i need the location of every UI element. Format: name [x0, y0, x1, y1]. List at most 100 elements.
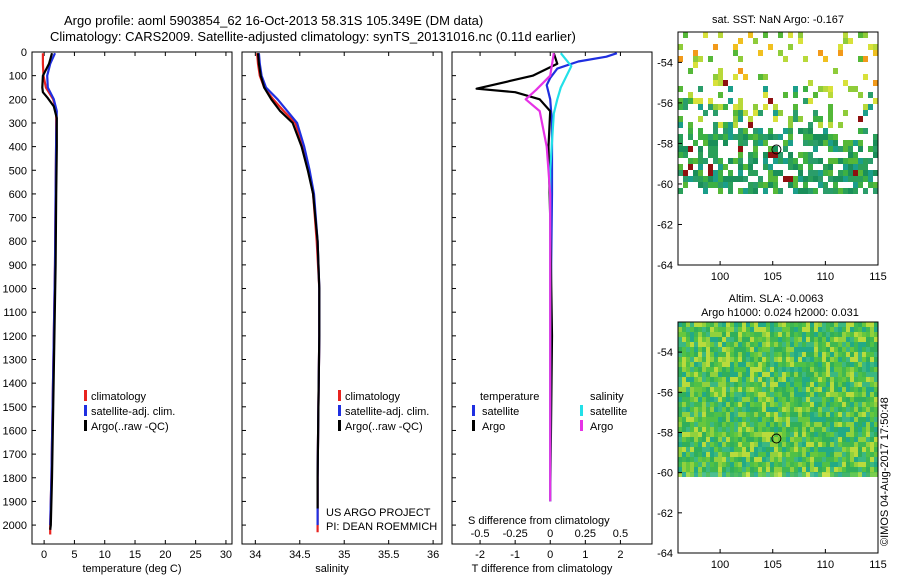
map-cell	[806, 447, 810, 452]
map-cell	[774, 347, 778, 352]
map-cell	[850, 417, 854, 422]
map-cell	[813, 158, 818, 164]
map-cell	[714, 327, 718, 332]
map-cell	[678, 44, 683, 50]
map-cell	[746, 352, 750, 357]
map-cell	[682, 337, 686, 342]
map-cell	[848, 176, 853, 182]
map-cell	[790, 387, 794, 392]
map-cell	[842, 467, 846, 472]
map-cell	[750, 462, 754, 467]
map-cell	[806, 422, 810, 427]
y-tick-label: 2000	[3, 520, 27, 532]
map-cell	[723, 122, 728, 128]
map-cell	[810, 347, 814, 352]
map-cell	[678, 467, 682, 472]
map-cell	[828, 140, 833, 146]
y-tick-label: -62	[657, 219, 673, 231]
map-cell	[770, 367, 774, 372]
map-cell	[773, 116, 778, 122]
map-cell	[782, 457, 786, 462]
map-cell	[786, 357, 790, 362]
map-cell	[738, 472, 742, 477]
map-cell	[813, 176, 818, 182]
map-cell	[814, 372, 818, 377]
map-cell	[746, 432, 750, 437]
map-cell	[762, 352, 766, 357]
map-cell	[870, 332, 874, 337]
map-cell	[858, 472, 862, 477]
map-cell	[822, 337, 826, 342]
map-cell	[870, 377, 874, 382]
map-cell	[730, 442, 734, 447]
map-cell	[788, 164, 793, 170]
map-cell	[830, 437, 834, 442]
map-cell	[713, 110, 718, 116]
map-cell	[793, 116, 798, 122]
map-cell	[754, 327, 758, 332]
map-cell	[854, 337, 858, 342]
map-cell	[822, 362, 826, 367]
map-cell	[742, 382, 746, 387]
map-cell	[798, 38, 803, 44]
watermark: ©IMOS 04-Aug-2017 17:50:48	[879, 397, 891, 546]
map-cell	[802, 387, 806, 392]
y-tick-label: 800	[9, 236, 27, 248]
map-cell	[810, 392, 814, 397]
map-cell	[838, 402, 842, 407]
map-cell	[698, 327, 702, 332]
map-cell	[678, 134, 683, 140]
map-cell	[688, 164, 693, 170]
map-cell	[766, 362, 770, 367]
map-cell	[733, 44, 738, 50]
map-cell	[782, 362, 786, 367]
map-cell	[758, 462, 762, 467]
map-cell	[833, 182, 838, 188]
map-cell	[858, 432, 862, 437]
map-cell	[822, 432, 826, 437]
map-cell	[834, 417, 838, 422]
map-cell	[723, 80, 728, 86]
map-cells	[678, 32, 878, 194]
map-cell	[774, 462, 778, 467]
map-cell	[763, 32, 768, 38]
map-cell	[803, 188, 808, 194]
map-cell	[678, 337, 682, 342]
map-cell	[683, 176, 688, 182]
map-cell	[846, 422, 850, 427]
map-cell	[838, 397, 842, 402]
map-cell	[718, 382, 722, 387]
map-cell	[746, 427, 750, 432]
map-cell	[742, 377, 746, 382]
map-cell	[830, 467, 834, 472]
map-cell	[848, 158, 853, 164]
map-cell	[754, 412, 758, 417]
map-cell	[730, 382, 734, 387]
map-cell	[734, 432, 738, 437]
map-cell	[818, 322, 822, 327]
map-cell	[690, 437, 694, 442]
map-cell	[698, 152, 703, 158]
map-cell	[774, 382, 778, 387]
map-cell	[714, 367, 718, 372]
map-cell	[774, 367, 778, 372]
map-cell	[762, 457, 766, 462]
map-cell	[846, 457, 850, 462]
map-cell	[866, 377, 870, 382]
map-cell	[734, 452, 738, 457]
map-cell	[706, 362, 710, 367]
map-cell	[762, 432, 766, 437]
map-cell	[802, 337, 806, 342]
map-cell	[758, 437, 762, 442]
map-cell	[734, 462, 738, 467]
map-cell	[698, 377, 702, 382]
map-cell	[798, 472, 802, 477]
map-cell	[818, 377, 822, 382]
map-cell	[766, 322, 770, 327]
map-cell	[718, 164, 723, 170]
map-cell	[778, 110, 783, 116]
map-cell	[743, 164, 748, 170]
map-cell	[788, 176, 793, 182]
map-cell	[738, 407, 742, 412]
map-cell	[803, 134, 808, 140]
